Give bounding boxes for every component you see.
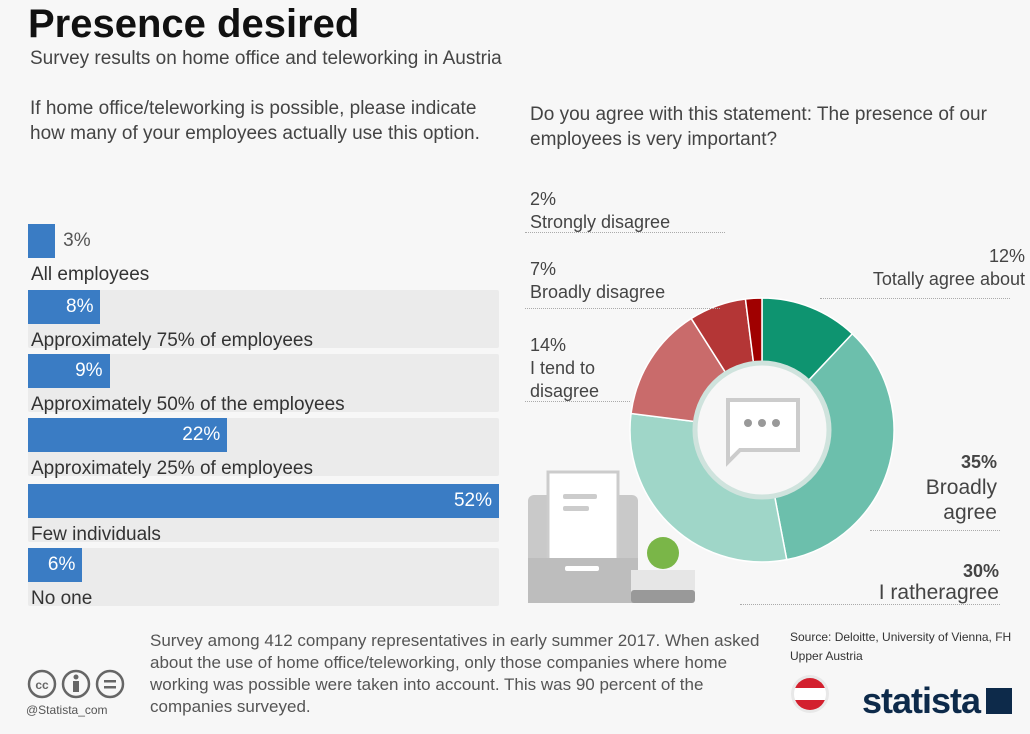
leader-line bbox=[525, 401, 630, 402]
donut-category-label: Broadly disagree bbox=[530, 282, 666, 302]
cactus-illustration bbox=[631, 537, 695, 603]
bar-row-background bbox=[28, 290, 499, 348]
page-title: Presence desired bbox=[28, 2, 360, 46]
page-subtitle: Survey results on home office and telewo… bbox=[30, 48, 502, 69]
donut-chart-title: Do you agree with this statement: The pr… bbox=[530, 104, 987, 150]
bar-value-label: 52% bbox=[453, 490, 492, 511]
donut-label: 7% Broadly disagree bbox=[530, 258, 665, 304]
bar-value-label: 6% bbox=[47, 554, 76, 575]
leader-line bbox=[525, 308, 720, 309]
creative-commons-icons: cc bbox=[27, 669, 125, 699]
donut-label: 30% I ratheragree bbox=[879, 560, 999, 604]
bar-category-label: No one bbox=[31, 588, 93, 609]
donut-value-label: 12% bbox=[988, 246, 1025, 266]
bar-category-label: Approximately 75% of employees bbox=[31, 330, 313, 351]
bar bbox=[28, 484, 499, 518]
bar-category-label: Few individuals bbox=[31, 524, 161, 545]
footnote: Survey among 412 company representatives… bbox=[150, 631, 760, 716]
statista-logo: statista bbox=[862, 680, 1013, 722]
donut-value-label: 14% bbox=[530, 335, 567, 355]
leader-line bbox=[525, 232, 725, 233]
bar bbox=[28, 354, 110, 388]
bar-value-label: 3% bbox=[63, 230, 91, 251]
bar-category-label: All employees bbox=[31, 264, 150, 285]
austria-flag-icon bbox=[791, 675, 829, 713]
donut-value-label: 7% bbox=[530, 259, 557, 279]
logo-text: statista bbox=[862, 680, 981, 721]
bar-value-label: 9% bbox=[75, 360, 103, 381]
bar bbox=[28, 224, 56, 258]
bar bbox=[28, 548, 83, 582]
donut-value-label: 35% bbox=[960, 452, 997, 472]
file-drawer-illustration bbox=[528, 470, 638, 603]
bar-row-background bbox=[28, 548, 499, 606]
leader-line bbox=[870, 530, 1000, 531]
source-text: Source: Deloitte, University of Vienna, … bbox=[790, 630, 1012, 663]
statista-handle: @Statista_com bbox=[26, 703, 108, 717]
donut-label: 2% Strongly disagree bbox=[530, 188, 670, 234]
donut-value-label: 30% bbox=[962, 561, 999, 581]
bar bbox=[28, 418, 228, 452]
donut-category-label: I tend to disagree bbox=[530, 358, 600, 401]
bar-chart-title: If home office/teleworking is possible, … bbox=[30, 98, 480, 144]
donut-label: 12% Totally agree about bbox=[873, 245, 1025, 291]
bar-category-label: Approximately 50% of the employees bbox=[31, 394, 345, 415]
bar-category-label: Approximately 25% of employees bbox=[31, 458, 313, 479]
leader-line bbox=[820, 298, 1010, 299]
svg-text:cc: cc bbox=[35, 678, 49, 692]
donut-category-label: Strongly disagree bbox=[530, 212, 671, 232]
donut-category-label: Totally agree about bbox=[872, 269, 1025, 289]
donut-label: 35% Broadly agree bbox=[907, 450, 997, 525]
bar bbox=[28, 290, 101, 324]
statista-logo-icon bbox=[986, 688, 1013, 714]
donut-value-label: 2% bbox=[530, 189, 557, 209]
leader-line bbox=[740, 604, 1000, 605]
bar-value-label: 8% bbox=[66, 296, 94, 317]
donut-category-label: I ratheragree bbox=[878, 581, 999, 604]
donut-label: 14% I tend to disagree bbox=[530, 334, 630, 403]
donut-category-label: Broadly agree bbox=[925, 476, 997, 524]
bar-value-label: 22% bbox=[182, 424, 221, 445]
chat-bubble-icon bbox=[726, 398, 800, 467]
donut-chart bbox=[528, 297, 895, 603]
